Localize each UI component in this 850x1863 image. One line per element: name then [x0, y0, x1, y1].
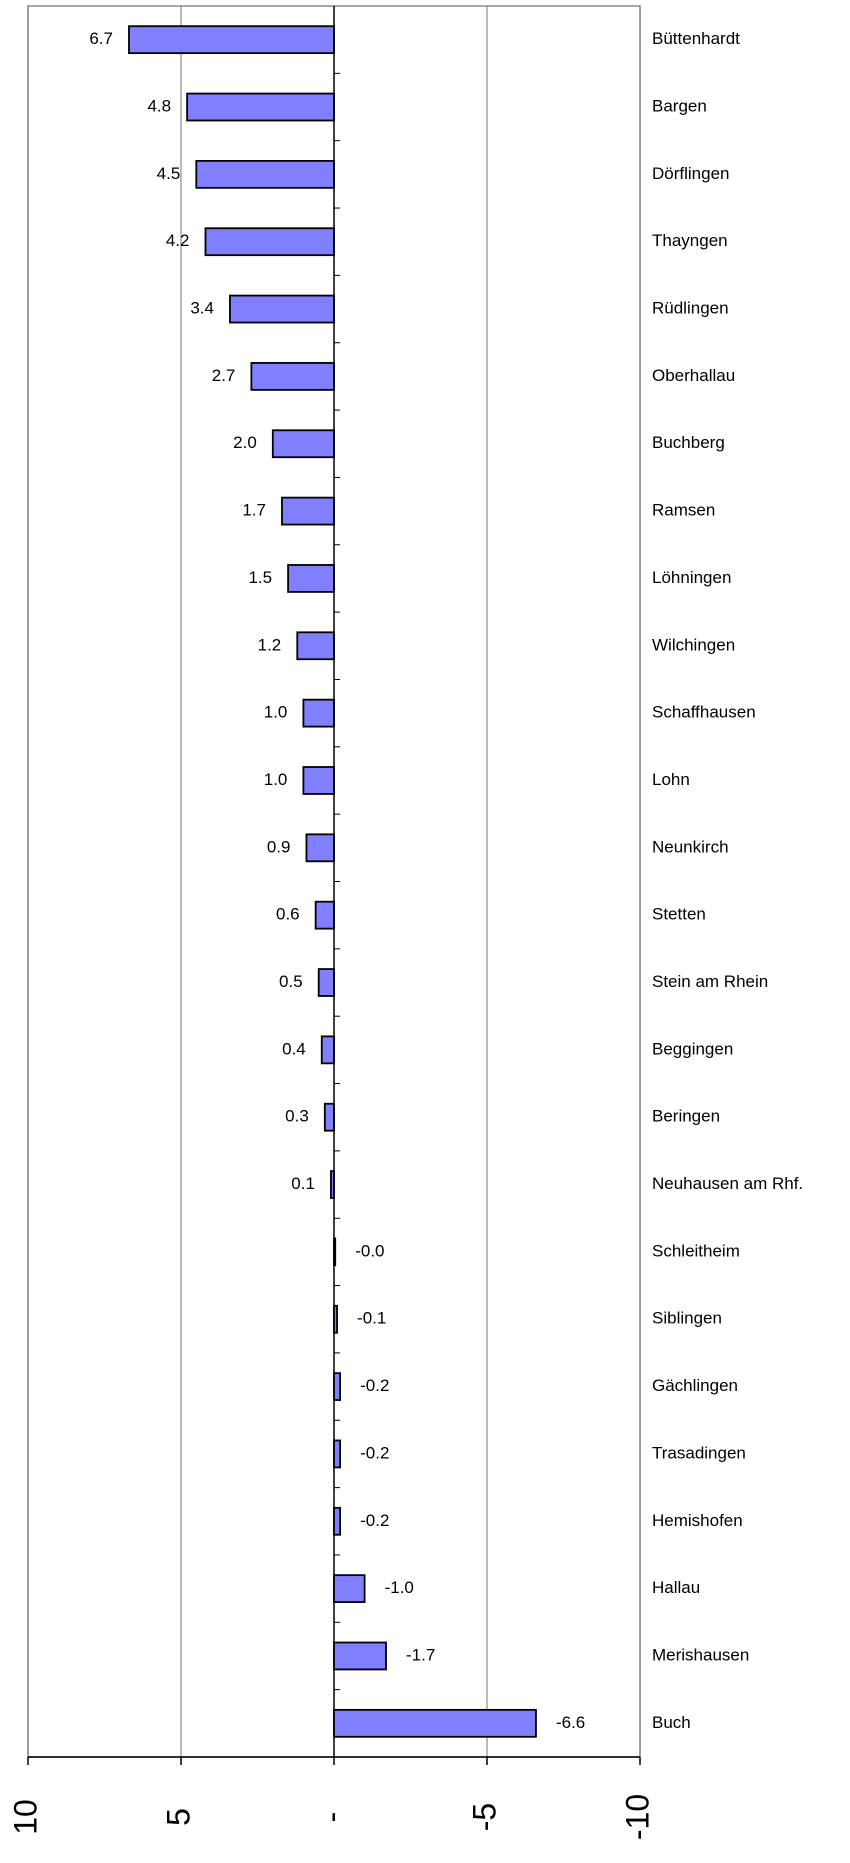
data-label: -6.6	[556, 1713, 585, 1732]
bar	[229, 294, 335, 324]
x-tick-label: -10	[619, 1794, 655, 1840]
data-label: 0.6	[276, 905, 300, 924]
bar	[302, 698, 335, 728]
data-label: -0.2	[360, 1376, 389, 1395]
data-label: 1.7	[242, 501, 266, 520]
category-label: Stetten	[652, 905, 706, 924]
category-label: Hemishofen	[652, 1511, 743, 1530]
bar	[204, 227, 335, 257]
category-label: Siblingen	[652, 1309, 722, 1328]
data-label: 4.2	[166, 231, 190, 250]
data-label: 1.2	[258, 635, 282, 654]
data-label: -0.1	[357, 1309, 386, 1328]
data-label: 0.9	[267, 837, 291, 856]
bar	[330, 1170, 335, 1199]
bar	[320, 1035, 335, 1065]
data-label: 1.0	[264, 770, 288, 789]
bar	[128, 25, 335, 55]
category-label: Wilchingen	[652, 635, 735, 654]
data-label: 1.0	[264, 703, 288, 722]
x-tick-label: -	[313, 1812, 349, 1823]
category-label: Stein am Rhein	[652, 972, 768, 991]
bar	[302, 766, 335, 795]
category-label: Gächlingen	[652, 1376, 738, 1395]
bar	[195, 159, 335, 189]
bar	[317, 968, 335, 997]
x-tick-label: 10	[7, 1799, 43, 1835]
bar	[333, 1641, 387, 1671]
category-label: Löhningen	[652, 568, 731, 587]
category-label: Neuhausen am Rhf.	[652, 1174, 803, 1193]
category-label: Lohn	[652, 770, 690, 789]
bar	[333, 1372, 342, 1401]
bar	[333, 1708, 537, 1738]
data-label: -1.0	[385, 1578, 414, 1597]
data-label: 0.3	[285, 1107, 309, 1126]
category-label: Thayngen	[652, 231, 728, 250]
category-label: Schaffhausen	[652, 703, 756, 722]
bar	[281, 496, 335, 526]
data-label: 4.8	[147, 97, 171, 116]
bar	[250, 362, 335, 391]
data-label: -1.7	[406, 1645, 435, 1664]
category-label: Beggingen	[652, 1039, 733, 1058]
bar	[323, 1102, 335, 1132]
bar	[186, 92, 335, 122]
category-label: Schleitheim	[652, 1241, 740, 1260]
bar	[333, 1574, 366, 1604]
category-label: Merishausen	[652, 1645, 749, 1664]
bar	[314, 900, 335, 930]
category-label: Ramsen	[652, 501, 715, 520]
data-label: 1.5	[248, 568, 272, 587]
category-label: Buchberg	[652, 433, 725, 452]
data-label: 2.7	[212, 366, 236, 385]
data-label: 0.4	[282, 1039, 306, 1058]
bar	[305, 833, 335, 863]
category-label: Büttenhardt	[652, 29, 740, 48]
category-label: Oberhallau	[652, 366, 735, 385]
data-label: 2.0	[233, 433, 257, 452]
x-tick-label: 5	[160, 1808, 196, 1826]
bar	[333, 1237, 337, 1267]
category-label: Buch	[652, 1713, 691, 1732]
data-label: 4.5	[157, 164, 181, 183]
data-label: -0.0	[355, 1241, 384, 1260]
data-label: 0.5	[279, 972, 303, 991]
bar	[271, 429, 335, 459]
bar	[333, 1304, 338, 1334]
data-label: -0.2	[360, 1443, 389, 1462]
bar	[296, 631, 335, 661]
data-label: 6.7	[89, 29, 113, 48]
category-label: Hallau	[652, 1578, 700, 1597]
bar	[333, 1439, 342, 1469]
data-label: -0.2	[360, 1511, 389, 1530]
category-label: Bargen	[652, 97, 707, 116]
bar	[333, 1506, 342, 1536]
bar	[287, 564, 335, 593]
category-label: Trasadingen	[652, 1443, 746, 1462]
x-tick-label: -5	[466, 1803, 502, 1831]
category-label: Neunkirch	[652, 837, 729, 856]
category-label: Dörflingen	[652, 164, 730, 183]
data-label: 0.1	[291, 1174, 315, 1193]
category-label: Rüdlingen	[652, 299, 729, 318]
category-label: Beringen	[652, 1107, 720, 1126]
data-label: 3.4	[190, 299, 214, 318]
